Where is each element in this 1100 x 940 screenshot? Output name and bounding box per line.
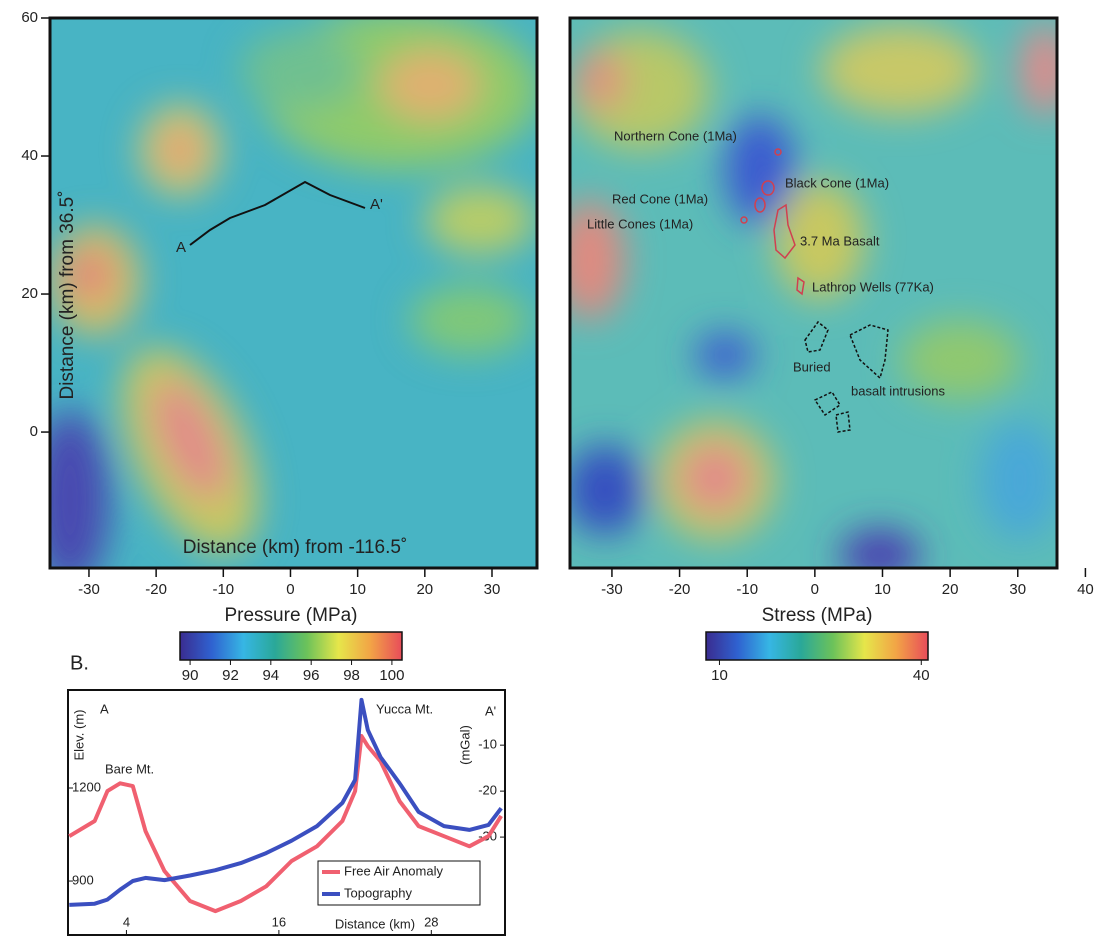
x-tick-label: 4	[123, 914, 130, 929]
y-axis-label: Distance (km) from 36.5˚	[57, 190, 78, 399]
x-axis-label: Distance (km) from -116.5˚	[183, 537, 408, 558]
x-tick-label: 20	[942, 581, 959, 598]
colorbar-tick-label: 40	[913, 667, 930, 684]
annotation: 3.7 Ma Basalt	[800, 233, 880, 248]
y2-tick-label: -20	[478, 783, 497, 798]
x-tick-label: -10	[212, 581, 234, 598]
figure: -30-20-1001020300204060Distance (km) fro…	[0, 0, 1100, 940]
colorbar-label: Stress (MPa)	[762, 605, 873, 626]
colorbar	[180, 632, 402, 660]
colorbar-tick-label: 98	[343, 667, 360, 684]
y-tick-label: 60	[21, 9, 38, 26]
y-tick-label: 20	[21, 285, 38, 302]
annotation: A'	[370, 196, 383, 213]
map-image	[555, 18, 1070, 580]
x-axis-label: Distance (km)	[335, 916, 415, 931]
x-tick-label: -20	[145, 581, 167, 598]
colorbar-tick-label: 94	[262, 667, 279, 684]
x-tick-label: -30	[601, 581, 623, 598]
x-tick-label: 20	[416, 581, 433, 598]
annotation: A'	[485, 703, 496, 718]
annotation: A	[100, 701, 109, 716]
colorbar-tick-label: 96	[303, 667, 320, 684]
legend-label: Free Air Anomaly	[344, 863, 443, 878]
y-tick-label: 900	[72, 872, 94, 887]
annotation: Little Cones (1Ma)	[587, 216, 693, 231]
colorbar-tick-label: 90	[182, 667, 199, 684]
x-tick-label: 10	[874, 581, 891, 598]
annotation: Northern Cone (1Ma)	[614, 128, 737, 143]
panel-label: B.	[70, 652, 89, 674]
x-tick-label: 40	[1077, 581, 1094, 598]
legend-label: Topography	[344, 885, 412, 900]
annotation: Buried	[793, 359, 831, 374]
annotation: A	[176, 239, 186, 256]
map-image	[30, 10, 540, 590]
y-axis-label: Elev. (m)	[71, 709, 86, 760]
colorbar-tick-label: 10	[711, 667, 728, 684]
x-tick-label: 28	[424, 914, 438, 929]
colorbar-label: Pressure (MPa)	[224, 605, 357, 626]
x-tick-label: -20	[669, 581, 691, 598]
colorbar-tick-label: 100	[379, 667, 404, 684]
x-tick-label: 30	[484, 581, 501, 598]
y-tick-label: 1200	[72, 779, 101, 794]
x-tick-label: 0	[811, 581, 819, 598]
annotation: Lathrop Wells (77Ka)	[812, 279, 934, 294]
colorbar-tick-label: 92	[222, 667, 239, 684]
annotation: Black Cone (1Ma)	[785, 175, 889, 190]
annotation: basalt intrusions	[851, 383, 945, 398]
x-tick-label: 10	[349, 581, 366, 598]
x-tick-label: 16	[272, 914, 286, 929]
annotation: Yucca Mt.	[376, 701, 433, 716]
y2-axis-label: (mGal)	[457, 725, 472, 765]
colorbar	[706, 632, 928, 660]
annotation: Red Cone (1Ma)	[612, 191, 708, 206]
x-tick-label: 30	[1009, 581, 1026, 598]
x-tick-label: 0	[286, 581, 294, 598]
y-tick-label: 40	[21, 147, 38, 164]
x-tick-label: -10	[736, 581, 758, 598]
y-tick-label: 0	[30, 423, 38, 440]
annotation: Bare Mt.	[105, 761, 154, 776]
x-tick-label: -30	[78, 581, 100, 598]
y2-tick-label: -10	[478, 737, 497, 752]
